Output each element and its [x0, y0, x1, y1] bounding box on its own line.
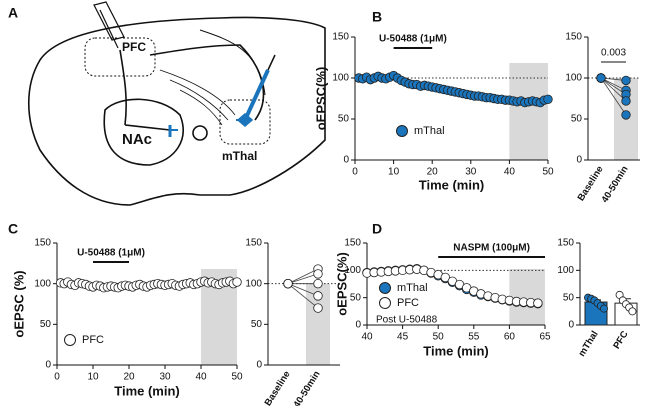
y-tick-label: 50: [338, 114, 350, 125]
y-tick-label: 150: [332, 32, 349, 43]
brain-diagram: [27, 1, 326, 206]
legend-label: mThal: [397, 282, 428, 294]
y-axis-label: oEPSC (%): [11, 270, 26, 337]
legend-marker: [64, 334, 76, 346]
y-tick-label: 150: [344, 238, 361, 249]
y-tick-label: 50: [571, 114, 583, 125]
y-tick-label: 150: [34, 238, 51, 249]
diagram-label: NAc: [122, 131, 152, 148]
legend-marker: [379, 282, 391, 294]
data-point: [596, 73, 606, 83]
data-point: [313, 291, 323, 301]
drug-label: U-50488 (1μM): [77, 248, 145, 259]
x-tick-label: 55: [468, 332, 480, 343]
y-tick-label: 50: [40, 319, 52, 330]
pair-line: [287, 283, 319, 297]
x-tick-label: 0: [352, 167, 358, 178]
panel-label: B: [372, 9, 382, 25]
x-tick-label: 60: [504, 332, 516, 343]
data-point: [628, 307, 637, 316]
y-axis-label: oEPSC(%): [313, 67, 328, 131]
panel-label: A: [8, 5, 18, 21]
x-tick-label: 45: [397, 332, 409, 343]
y-tick-label: 150: [245, 238, 262, 249]
pair-line: [287, 273, 319, 285]
legend-marker: [379, 297, 391, 309]
y-tick-label: 50: [350, 292, 362, 303]
x-tick-label: 30: [159, 372, 171, 383]
y-tick-label: 0: [45, 360, 51, 371]
data-point: [621, 75, 631, 86]
y-tick-label: 50: [563, 292, 575, 303]
pair-line: [600, 77, 627, 116]
pair-line: [600, 77, 627, 102]
y-tick-label: 0: [343, 155, 349, 166]
data-point: [600, 304, 609, 313]
y-tick-label: 100: [557, 265, 574, 276]
pair-line: [287, 268, 319, 285]
data-point: [313, 303, 323, 313]
legend-label: mThal: [414, 125, 445, 137]
x-tick-label: 50: [433, 332, 445, 343]
data-point: [440, 272, 451, 283]
drug-label: U-50488 (1μM): [379, 34, 447, 45]
panel-label: C: [8, 221, 18, 237]
y-tick-label: 0: [355, 320, 361, 331]
x-tick-label: 40: [361, 332, 373, 343]
data-point: [313, 269, 323, 279]
legend-label: PFC: [397, 297, 419, 309]
legend-marker: [396, 125, 408, 137]
y-tick-label: 0: [256, 360, 262, 371]
x-tick-label: 30: [465, 167, 477, 178]
pair-line: [287, 283, 319, 309]
diagram-label: PFC: [122, 40, 146, 54]
data-point: [543, 94, 553, 105]
x-tick-label: 10: [388, 167, 400, 178]
x-tick-label: PFC: [611, 329, 630, 351]
x-tick-label: 20: [427, 167, 439, 178]
y-tick-label: 100: [332, 73, 349, 84]
shaded-period: [509, 63, 548, 160]
shaded-period: [509, 269, 545, 325]
y-tick-label: 150: [565, 32, 582, 43]
data-point: [313, 278, 323, 289]
significance-label: 0.003: [601, 48, 626, 59]
drug-label: NASPM (100μM): [453, 243, 530, 254]
y-tick-label: 100: [565, 73, 582, 84]
data-point: [621, 110, 631, 120]
y-tick-label: 0: [576, 155, 582, 166]
x-tick-label: 40: [504, 167, 516, 178]
y-tick-label: 0: [568, 320, 574, 331]
x-tick-label: 0: [54, 372, 60, 383]
x-tick-label: Baseline: [263, 369, 293, 406]
y-tick-label: 50: [251, 319, 263, 330]
y-tick-label: 100: [34, 278, 51, 289]
data-point: [232, 277, 242, 287]
x-tick-label: 20: [123, 372, 135, 383]
data-point: [533, 298, 543, 308]
y-axis-label: oEPSC(%): [334, 252, 349, 316]
diagram-label: mThal: [222, 149, 257, 163]
x-axis-label: Time (min): [423, 343, 489, 358]
x-tick-label: 50: [542, 167, 554, 178]
y-tick-label: 150: [557, 238, 574, 249]
x-tick-label: 40-50min: [292, 369, 323, 406]
x-tick-label: 40: [195, 372, 207, 383]
y-tick-label: 100: [344, 265, 361, 276]
panel-label: D: [372, 221, 382, 237]
x-tick-label: mThal: [577, 329, 601, 359]
x-tick-label: 10: [87, 372, 99, 383]
y-tick-label: 100: [245, 278, 262, 289]
annotation: Post U-50488: [376, 315, 438, 326]
data-point: [621, 96, 631, 106]
x-tick-label: 65: [539, 332, 551, 343]
data-point: [283, 278, 293, 289]
legend-label: PFC: [82, 334, 104, 346]
x-axis-label: Time (min): [419, 177, 485, 192]
x-tick-label: 50: [231, 372, 243, 383]
x-axis-label: Time (min): [114, 383, 180, 398]
